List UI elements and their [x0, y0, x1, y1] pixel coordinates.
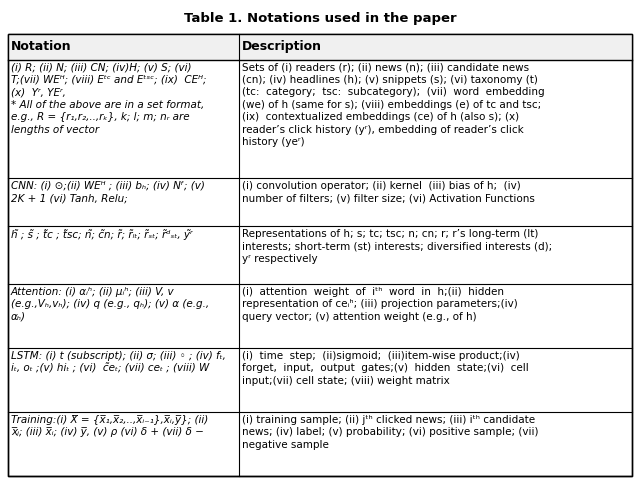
- Text: Attention: (i) αᵢʰ; (ii) μᵢʰ; (iii) V, v
(e.g.,Vₕ,vₕ); (iv) q (e.g., qₕ); (v) α : Attention: (i) αᵢʰ; (ii) μᵢʰ; (iii) V, v…: [11, 287, 209, 322]
- Text: (i) training sample; (ii) jᵗʰ clicked news; (iii) iᵗʰ candidate
news; (iv) label: (i) training sample; (ii) jᵗʰ clicked ne…: [242, 415, 538, 450]
- Text: (i) R; (ii) N; (iii) CN; (iv)H; (v) S; (vi)
T;(vii) WEᴴ; (viii) Eᵗᶜ and Eᵗˢᶜ; (i: (i) R; (ii) N; (iii) CN; (iv)H; (v) S; (…: [11, 63, 206, 135]
- Text: (i)  time  step;  (ii)sigmoid;  (iii)item-wise product;(iv)
forget,  input,  out: (i) time step; (ii)sigmoid; (iii)item-wi…: [242, 351, 529, 386]
- Text: h̃ ; s̃ ; t̃c ; t̃sc; ñ; c̃n; r̃; r̃ₗₜ; r̃ₛₜ; r̃ᵈₛₜ, ỹʳ: h̃ ; s̃ ; t̃c ; t̃sc; ñ; c̃n; r̃; r̃ₗₜ;…: [11, 229, 193, 240]
- Text: Table 1. Notations used in the paper: Table 1. Notations used in the paper: [184, 12, 456, 25]
- Bar: [8, 34, 632, 60]
- Text: Training:(i) X̅ = {x̅₁,x̅₂,..,x̅ᵢ₋₁},x̅ᵢ,y̅}; (ii)
x̅ⱼ; (iii) x̅ᵢ; (iv) y̅, (v) : Training:(i) X̅ = {x̅₁,x̅₂,..,x̅ᵢ₋₁},x̅ᵢ…: [11, 415, 208, 437]
- Text: CNN: (i) ⊙;(ii) WEᴴ ; (iii) bₕ; (iv) Nᶠ; (v)
2K + 1 (vi) Tanh, Relu;: CNN: (i) ⊙;(ii) WEᴴ ; (iii) bₕ; (iv) Nᶠ;…: [11, 181, 205, 203]
- Text: Sets of (i) readers (r); (ii) news (n); (iii) candidate news
(cn); (iv) headline: Sets of (i) readers (r); (ii) news (n); …: [242, 63, 545, 147]
- Text: (i) convolution operator; (ii) kernel  (iii) bias of h;  (iv)
number of filters;: (i) convolution operator; (ii) kernel (i…: [242, 181, 535, 203]
- Text: Description: Description: [242, 40, 322, 53]
- Text: (i)  attention  weight  of  iᵗʰ  word  in  h;(ii)  hidden
representation of ceᵢʰ: (i) attention weight of iᵗʰ word in h;(i…: [242, 287, 518, 322]
- Text: LSTM: (i) t (subscript); (ii) σ; (iii) ◦ ; (iv) fₜ,
iₜ, oₜ ;(v) hiₜ ; (vi)  c̃eₜ: LSTM: (i) t (subscript); (ii) σ; (iii) ◦…: [11, 351, 226, 374]
- Text: Representations of h; s; tc; tsc; n; cn; r; r’s long-term (lt)
interests; short-: Representations of h; s; tc; tsc; n; cn;…: [242, 229, 552, 264]
- Text: Notation: Notation: [11, 40, 72, 53]
